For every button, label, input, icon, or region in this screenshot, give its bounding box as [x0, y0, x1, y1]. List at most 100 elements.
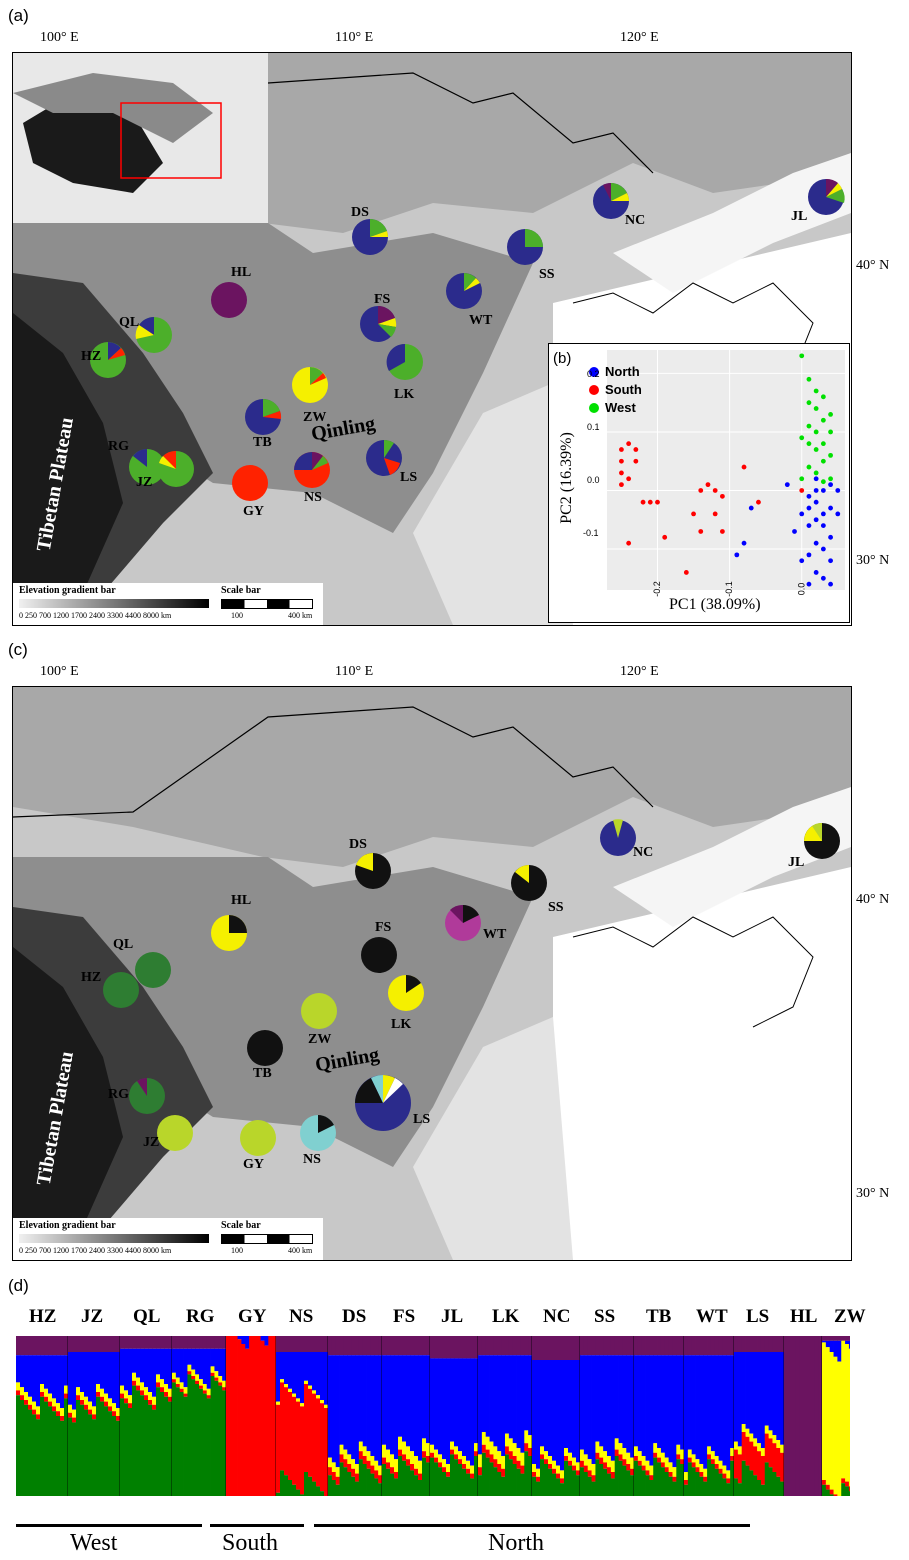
- structure-bar-JL-1-b: [434, 1358, 439, 1450]
- structure-bar-JL-9-r: [466, 1468, 471, 1474]
- pca-xtick-1: -0.1: [723, 581, 734, 597]
- structure-bar-QL-5-g: [140, 1395, 145, 1496]
- structure-bar-TB-6-p: [657, 1336, 662, 1356]
- pie-NC-a: [593, 183, 629, 219]
- structure-bar-DS-2-b: [335, 1355, 340, 1468]
- structure-bar-JZ-2-p: [76, 1336, 81, 1352]
- structure-bar-ZW-0-r: [822, 1480, 827, 1485]
- structure-bar-JZ-7-r: [96, 1392, 101, 1397]
- structure-bar-LK-4-r: [493, 1459, 498, 1468]
- structure-bar-FS-9-b: [418, 1355, 423, 1461]
- structure-bar-JL-9-g: [466, 1473, 471, 1496]
- structure-bar-TB-6-b: [657, 1355, 662, 1448]
- structure-bar-FS-3-b: [394, 1355, 399, 1460]
- structure-bar-TB-3-p: [645, 1336, 650, 1356]
- structure-bar-NS-9-p: [312, 1336, 317, 1352]
- structure-bar-QL-12-g: [168, 1401, 173, 1496]
- structure-bar-QL-4-y: [136, 1377, 141, 1386]
- structure-bar-DS-0-p: [328, 1336, 333, 1356]
- structure-bar-QL-9-g: [156, 1387, 161, 1496]
- structure-bar-WT-0-b: [684, 1355, 689, 1472]
- structure-bar-FS-11-y: [426, 1443, 431, 1456]
- structure-bar-GY-7-r: [252, 1336, 258, 1496]
- structure-bar-RG-7-r: [199, 1385, 204, 1389]
- structure-bar-NC-2-g: [540, 1459, 545, 1496]
- structure-pop-label-GY: GY: [238, 1306, 267, 1327]
- structure-bar-QL-3-y: [132, 1372, 137, 1381]
- structure-bar-RG-12-g: [218, 1385, 223, 1496]
- structure-bar-NS-11-g: [320, 1491, 325, 1496]
- structure-bar-NS-6-b: [300, 1352, 305, 1404]
- structure-bar-DS-13-b: [378, 1355, 383, 1466]
- pca-point-west-20: [828, 476, 833, 482]
- structure-bar-LS-3-b: [745, 1352, 750, 1429]
- structure-bar-NS-10-b: [316, 1352, 321, 1396]
- structure-bar-TB-5-r: [653, 1452, 658, 1458]
- structure-bar-LK-4-y: [493, 1446, 498, 1460]
- structure-bar-SS-9-r: [614, 1449, 619, 1456]
- structure-bar-NS-1-p: [280, 1336, 285, 1352]
- structure-bar-DS-8-y: [358, 1441, 364, 1452]
- structure-bar-HZ-8-p: [48, 1336, 53, 1356]
- pca-point-south-3: [619, 458, 624, 464]
- structure-bar-RG-2-r: [179, 1388, 184, 1392]
- legend-box-a: Elevation gradient bar 0 250 700 1200 17…: [13, 583, 323, 625]
- structure-bar-QL-8-b: [152, 1348, 157, 1397]
- pca-point-south-23: [756, 499, 761, 505]
- structure-bar-ZW-2-b: [829, 1340, 834, 1352]
- structure-bar-NC-0-y: [532, 1464, 537, 1472]
- structure-bar-NS-3-r: [288, 1392, 293, 1480]
- structure-bar-ZW-6-r: [845, 1481, 850, 1487]
- pca-point-west-7: [820, 417, 826, 423]
- structure-bar-LK-1-y: [481, 1432, 487, 1445]
- structure-bar-FS-6-b: [406, 1355, 411, 1447]
- structure-bar-QL-9-y: [156, 1374, 161, 1383]
- structure-bar-LS-9-b: [768, 1352, 773, 1431]
- structure-bar-ZW-0-b: [822, 1340, 827, 1343]
- structure-bar-LS-1-y: [737, 1446, 743, 1455]
- structure-bar-NS-11-r: [320, 1403, 325, 1492]
- structure-bar-SS-6-p: [603, 1336, 608, 1356]
- structure-bar-DS-12-y: [374, 1460, 379, 1471]
- structure-bar-TB-2-g: [641, 1470, 646, 1496]
- structure-bar-LK-7-r: [505, 1446, 510, 1455]
- structure-bar-DS-0-y: [328, 1457, 333, 1468]
- structure-bar-FS-2-g: [390, 1473, 395, 1496]
- structure-bar-LS-9-p: [768, 1336, 773, 1352]
- structure-bar-NC-6-b: [556, 1360, 561, 1466]
- lat-30-a: 30° N: [856, 553, 890, 568]
- structure-bar-SS-10-p: [618, 1336, 623, 1356]
- structure-bar-JL-5-g: [450, 1454, 455, 1496]
- group-line-north: [314, 1524, 750, 1527]
- structure-bar-JZ-1-y: [72, 1409, 77, 1418]
- structure-bar-QL-2-p: [128, 1336, 133, 1349]
- structure-bar-LS-10-g: [772, 1472, 777, 1496]
- structure-bar-LK-12-p: [524, 1336, 529, 1356]
- structure-bar-SS-6-b: [603, 1355, 608, 1452]
- structure-bar-FS-9-r: [418, 1473, 423, 1480]
- pca-point-north-11: [806, 493, 812, 499]
- structure-bar-NS-4-r: [292, 1396, 297, 1485]
- pca-background: [607, 350, 845, 590]
- structure-bar-HZ-7-g: [44, 1401, 49, 1496]
- lat-40-a: 40° N: [856, 258, 890, 273]
- structure-bar-LS-9-r: [768, 1438, 773, 1468]
- structure-bar-SS-2-p: [587, 1336, 592, 1356]
- pie-JL-c: [804, 822, 840, 859]
- structure-bar-NS-2-g: [284, 1475, 289, 1496]
- structure-bar-NS-8-y: [308, 1385, 313, 1389]
- structure-bar-DS-10-r: [366, 1460, 371, 1469]
- structure-bar-NS-8-b: [308, 1352, 313, 1386]
- structure-bar-FS-3-p: [394, 1336, 399, 1356]
- pca-point-north-2: [748, 505, 754, 511]
- structure-bar-SS-13-y: [630, 1457, 635, 1469]
- structure-bar-LS-2-y: [741, 1424, 746, 1432]
- structure-bar-NC-3-r: [544, 1459, 549, 1464]
- structure-bar-RG-4-r: [187, 1371, 192, 1375]
- structure-bar-FS-9-g: [418, 1480, 423, 1496]
- pca-point-north-16: [820, 523, 826, 529]
- group-label-north: North: [488, 1530, 544, 1556]
- structure-bar-FS-0-b: [382, 1355, 387, 1445]
- structure-bar-JL-10-b: [470, 1358, 475, 1466]
- site-label-WT-a: WT: [469, 313, 493, 328]
